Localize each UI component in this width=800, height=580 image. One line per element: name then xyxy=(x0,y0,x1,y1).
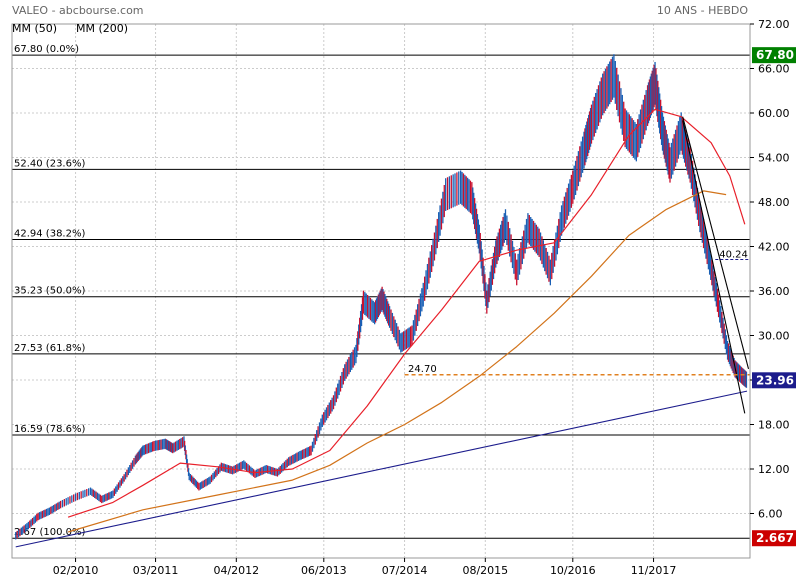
chart-period: 10 ANS - HEBDO xyxy=(657,4,748,17)
y-tick-label: 6.00 xyxy=(758,508,783,521)
price-tags: 67.80 23.96 2.667 xyxy=(752,47,796,547)
mm50-line xyxy=(67,108,746,518)
support-annotation-label: 24.70 xyxy=(408,364,437,375)
trendline-support xyxy=(15,390,748,548)
fib-level-label: 16.59 (78.6%) xyxy=(14,424,85,435)
x-tick-label: 04/2012 xyxy=(213,564,259,577)
overlays: 24.70 40.24 xyxy=(15,116,750,548)
y-tick-label: 30.00 xyxy=(758,330,790,343)
x-tick-label: 10/2016 xyxy=(550,564,596,577)
legend-entry: MM (200) xyxy=(76,22,128,35)
annotation-label: 40.24 xyxy=(719,250,748,261)
y-tick-label: 12.00 xyxy=(758,463,790,476)
x-tick-label: 02/2010 xyxy=(53,564,99,577)
price-tag-box xyxy=(752,47,796,64)
fib-level-label: 27.53 (61.8%) xyxy=(14,343,85,354)
y-tick-label: 48.00 xyxy=(758,196,790,209)
trendline-channel-upper xyxy=(682,116,750,370)
price-tag-label: 67.80 xyxy=(756,48,794,62)
x-tick-label: 08/2015 xyxy=(462,564,508,577)
fib-level-label: 52.40 (23.6%) xyxy=(14,158,85,169)
chart-source-title: VALEO - abcbourse.com xyxy=(12,4,144,17)
series xyxy=(15,54,748,540)
price-tag-box xyxy=(752,372,796,389)
y-tick-label: 72.00 xyxy=(758,18,790,31)
y-tick-label: 54.00 xyxy=(758,152,790,165)
axes: 72.00 66.00 60.00 54.00 48.00 42.00 36.00 30.00… xyxy=(11,18,790,577)
x-tick-label: 07/2014 xyxy=(382,564,428,577)
legend: MM (50) MM (200) xyxy=(12,22,128,35)
price-tag-label: 2.667 xyxy=(756,531,794,545)
mm200-line xyxy=(67,190,727,533)
price-tag-label: 23.96 xyxy=(756,373,794,387)
x-tick-label: 06/2013 xyxy=(301,564,347,577)
y-tick-label: 18.00 xyxy=(758,419,790,432)
y-tick-label: 66.00 xyxy=(758,63,790,76)
x-tick-label: 03/2011 xyxy=(133,564,179,577)
fib-level-label: 42.94 (38.2%) xyxy=(14,229,85,240)
fib-level-label: 2.67 (100.0%) xyxy=(14,527,85,538)
fib-level-label: 67.80 (0.0%) xyxy=(14,44,79,55)
legend-entry: MM (50) xyxy=(12,22,57,35)
price-tag-box xyxy=(752,530,796,547)
y-tick-label: 36.00 xyxy=(758,285,790,298)
y-tick-label: 42.00 xyxy=(758,241,790,254)
y-tick-label: 60.00 xyxy=(758,107,790,120)
x-tick-label: 11/2017 xyxy=(631,564,677,577)
fib-level-label: 35.23 (50.0%) xyxy=(14,286,85,297)
trendline-channel-lower xyxy=(682,120,746,414)
